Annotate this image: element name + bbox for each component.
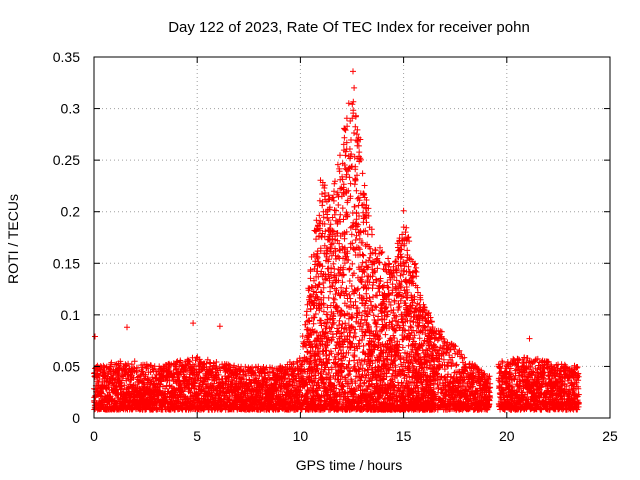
y-tick-label: 0.3 bbox=[61, 101, 81, 117]
x-tick-label: 10 bbox=[293, 428, 309, 444]
x-tick-label: 0 bbox=[90, 428, 98, 444]
y-tick-label: 0.05 bbox=[53, 358, 80, 374]
chart-title: Day 122 of 2023, Rate Of TEC Index for r… bbox=[168, 19, 530, 36]
y-tick-label: 0.35 bbox=[53, 49, 80, 65]
axis-ticks: 0 5 10 15 20 25 0 0.05 0.1 0.15 0.2 0.25 0.3 0.35 bbox=[53, 49, 618, 444]
x-tick-label: 25 bbox=[602, 428, 618, 444]
x-tick-label: 5 bbox=[193, 428, 201, 444]
y-tick-label: 0 bbox=[72, 410, 80, 426]
y-axis-label: ROTI / TECUs bbox=[5, 194, 21, 284]
x-tick-label: 15 bbox=[396, 428, 412, 444]
x-tick-label: 20 bbox=[499, 428, 515, 444]
y-tick-label: 0.2 bbox=[61, 204, 81, 220]
y-tick-label: 0.15 bbox=[53, 255, 80, 271]
y-tick-label: 0.1 bbox=[61, 307, 81, 323]
plot-frame bbox=[93, 56, 611, 419]
x-axis-label: GPS time / hours bbox=[296, 457, 403, 473]
y-tick-label: 0.25 bbox=[53, 152, 80, 168]
